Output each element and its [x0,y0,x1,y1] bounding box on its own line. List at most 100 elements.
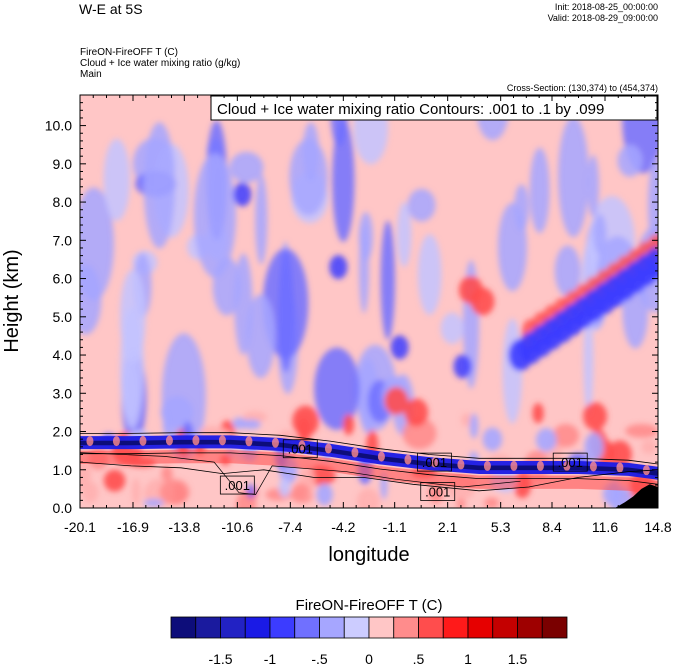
anomaly-patch [119,269,146,365]
anomaly-patch [240,419,261,430]
colorbar-swatch [492,616,518,639]
x-tick-label: -13.8 [168,519,200,535]
colorbar-swatch [467,616,494,639]
x-tick-label: 5.3 [491,519,511,535]
y-axis-label: Height (km) [1,249,23,352]
anomaly-patch [103,469,126,492]
anomaly-patch [161,333,206,461]
anomaly-patch [529,147,550,234]
contour-label: .001 [558,455,583,470]
band-bead [616,462,624,473]
contour-line [80,452,521,495]
valid-time-label: Valid: 2018-08-29_09:00:00 [547,13,658,23]
colorbar-swatch [343,616,370,639]
anomaly-patch [316,483,333,506]
band-bead [404,454,412,465]
band-bead [112,436,120,447]
y-tick-label: 9.0 [53,156,73,172]
contour-label: .001 [288,442,313,457]
y-tick-label: 3.0 [53,385,73,401]
anomaly-patch [641,439,657,455]
contour-line [80,461,658,492]
anomaly-patch [417,234,442,315]
colorbar-swatch [294,616,320,639]
cloud-layer-anomaly [80,435,658,495]
anomaly-patch [329,255,348,280]
contour-legend: Cloud + Ice water mixing ratio Contours:… [210,95,658,121]
anomaly-patch [380,220,395,340]
anomaly-patch [342,414,355,436]
band-bead [245,436,253,447]
band-bead [377,451,385,462]
band-bead [139,435,147,446]
anomaly-patch [302,122,320,182]
anomaly-patch [233,182,252,207]
x-tick-label: 2.1 [438,519,458,535]
band-bead [86,436,94,447]
anomaly-patch [469,413,479,439]
colorbar-swatch [418,616,444,639]
anomaly-patch [428,483,444,504]
anomaly-patch [456,497,466,508]
anomaly-patch [402,417,437,450]
contour-labels: .001 .001 .001 .001 .001 [219,439,588,501]
x-tick-label: -4.2 [331,519,355,535]
colorbar-label: .5 [413,651,425,667]
anomaly-patch [356,488,381,508]
anomaly-patch [278,477,291,498]
y-tick-label: 2.0 [53,424,73,440]
anomaly-patch [332,119,355,242]
colorbar-swatch [220,616,246,639]
contour-label-box [420,482,456,501]
band-bead [457,459,465,470]
anomaly-patch [607,440,632,469]
band-bead [271,437,279,448]
band-bead [351,447,359,458]
colorbar-swatch [442,616,469,639]
cross-section-label: Cross-Section: (130,374) to (454,374) [506,83,658,93]
anomaly-patch [484,497,499,508]
anomaly-patch [297,417,311,447]
y-tick-label: 4.0 [53,347,73,363]
anomaly-patch [554,245,581,297]
x-axis-label: longitude [328,544,409,566]
contour-label: .001 [225,478,250,493]
colorbar-swatch [170,616,197,639]
x-tick-label: -20.1 [64,519,96,535]
colorbar-label: 1.5 [508,651,528,667]
anomaly-patch [404,398,429,427]
x-tick-label: -7.4 [278,519,302,535]
contour-line [80,452,658,485]
band-bead [510,460,518,471]
anomaly-patch [648,158,658,254]
band-bead [298,440,306,451]
anomaly-patch [453,354,472,379]
cloud-layer-warm [80,449,658,495]
contour-label-box [417,452,452,472]
contour-line [80,432,658,465]
band-bead [192,435,200,446]
band-bead [563,460,571,471]
anomaly-patch [396,202,412,267]
anomaly-patch [657,236,658,247]
init-time-label: Init: 2018-08-25_00:00:00 [554,2,658,12]
anomaly-patch [583,303,594,417]
band-bead [165,435,173,446]
colorbar: -1.5 -1 -.5 0 .5 1 1.5 [170,616,568,667]
anomaly-patch [644,247,658,280]
y-tick-label: 7.0 [53,232,73,248]
x-tick-label: 8.4 [542,519,562,535]
field-label-main: Main [80,69,102,80]
band-bead [536,460,544,471]
anomaly-patch [617,144,643,177]
anomaly-patch [255,174,268,265]
y-tick-label: 1.0 [53,462,73,478]
anomaly-patch [502,318,523,424]
x-tick-label: 14.8 [644,519,671,535]
colorbar-swatch [269,616,296,639]
anomaly-patch [246,294,276,379]
anomaly-patch [593,213,607,255]
anomaly-patch [143,122,176,249]
x-tick-label: -1.1 [383,519,407,535]
